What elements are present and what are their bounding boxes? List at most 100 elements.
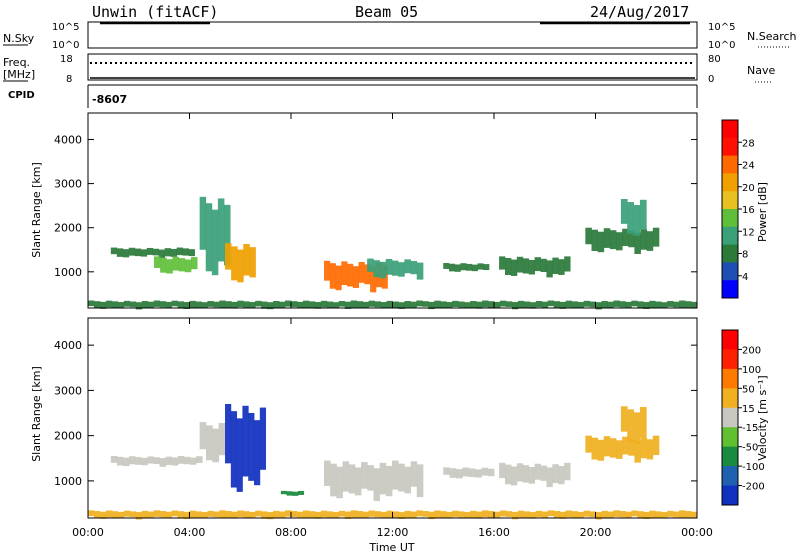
velocity-data-cell xyxy=(609,438,617,458)
velocity-data-cell xyxy=(141,510,149,518)
x-axis: 00:00 04:00 08:00 12:00 16:00 20:00 00:00 xyxy=(72,113,713,539)
velocity-data-cell xyxy=(308,511,316,519)
velocity-data-cell xyxy=(476,511,483,519)
power-data-cell xyxy=(291,301,298,308)
velocity-data-cell xyxy=(123,457,130,467)
velocity-data-cell xyxy=(354,467,362,496)
power-data-cell xyxy=(547,300,555,307)
power-data-cell xyxy=(541,301,549,308)
velocity-data-cell xyxy=(147,456,154,464)
power-data-cell xyxy=(237,300,244,308)
power-data-cell xyxy=(477,263,484,270)
velocity-colorbar: 200 100 50 15 -15 -50 -100 -200 xyxy=(721,329,765,506)
power-data-cell xyxy=(631,300,638,307)
station-title: Unwin (fitACF) xyxy=(92,3,218,21)
velocity-data-cell xyxy=(380,511,387,518)
velocity-colorbar-swatch xyxy=(722,330,738,350)
velocity-data-cell xyxy=(534,463,541,480)
power-data-cell xyxy=(178,258,186,272)
velocity-data-cell xyxy=(468,468,476,477)
power-data-cell xyxy=(634,232,641,254)
velocity-data-cell xyxy=(302,510,310,518)
velocity-data-cell xyxy=(667,510,674,517)
velocity-data-cell xyxy=(110,456,118,463)
power-data-cell xyxy=(522,258,530,274)
power-data-cell xyxy=(352,266,359,288)
power-data-cell xyxy=(535,301,543,308)
velocity-data-cell xyxy=(259,407,267,470)
velocity-data-cell xyxy=(655,511,662,518)
velocity-colorbar-swatch xyxy=(722,407,738,428)
power-data-cell xyxy=(571,301,578,308)
velocity-data-cell xyxy=(189,510,196,518)
cpid-value: -8607 xyxy=(92,93,127,106)
velocity-data-cell xyxy=(553,511,561,519)
velocity-data-cell xyxy=(652,435,660,456)
power-data-cell xyxy=(99,301,107,309)
velocity-data-cell xyxy=(129,456,136,465)
power-data-cell xyxy=(391,260,399,276)
velocity-data-cell xyxy=(386,510,393,519)
power-colorbar-tick-label: 24 xyxy=(742,161,755,172)
velocity-data-cell xyxy=(552,464,559,484)
velocity-y-tick-label: 4000 xyxy=(54,339,82,352)
velocity-data-cell xyxy=(236,418,243,492)
power-colorbar-swatch xyxy=(722,209,738,228)
freq-tick-top: 18 xyxy=(60,54,73,65)
power-data-cell xyxy=(540,258,547,273)
velocity-data-cell xyxy=(619,511,626,518)
power-data-cell xyxy=(201,302,208,309)
velocity-data-cell xyxy=(291,511,298,518)
power-data-cell xyxy=(529,302,537,309)
power-data-cell xyxy=(267,302,274,310)
power-data-cell xyxy=(367,258,374,272)
velocity-data-cell xyxy=(595,512,602,520)
velocity-data-cell xyxy=(279,511,286,519)
power-data-cell xyxy=(627,202,634,234)
power-data-cell xyxy=(122,249,130,258)
power-data-cell xyxy=(505,301,513,307)
power-data-cell xyxy=(93,301,101,309)
velocity-data-cell xyxy=(482,510,489,518)
power-data-cell xyxy=(565,300,573,308)
velocity-panel: 4000 3000 2000 1000 Slant Range [km] 200 100… xyxy=(30,317,769,520)
velocity-data-cell xyxy=(249,511,256,518)
velocity-data-cell xyxy=(639,407,647,438)
power-data-cell xyxy=(152,248,160,256)
power-data-cell xyxy=(374,301,381,308)
power-y-tick-label: 2000 xyxy=(54,222,82,235)
velocity-data-cell xyxy=(499,462,506,479)
power-data-cell xyxy=(404,301,411,308)
velocity-data-cell xyxy=(464,512,471,518)
power-data-cell xyxy=(380,302,387,308)
power-data-cell xyxy=(207,301,214,307)
velocity-data-cell xyxy=(230,411,238,488)
velocity-data-cell xyxy=(141,457,148,466)
power-data-cell xyxy=(619,301,626,308)
power-data-cell xyxy=(332,302,340,309)
power-y-tick-label: 4000 xyxy=(54,133,82,146)
velocity-data-cell xyxy=(571,511,578,518)
power-colorbar-tick-label: 12 xyxy=(742,227,755,238)
power-data-cell xyxy=(499,256,506,270)
velocity-data-cell xyxy=(255,510,262,517)
power-data-cell xyxy=(249,247,256,278)
velocity-data-cell xyxy=(640,437,648,459)
power-data-cell xyxy=(504,257,512,276)
power-data-cell xyxy=(279,301,286,309)
power-data-cell xyxy=(362,301,370,309)
velocity-data-cell xyxy=(488,511,495,518)
nave-tick-bottom: 0 xyxy=(708,74,714,85)
power-data-cell xyxy=(685,301,692,309)
power-data-cell xyxy=(370,266,377,293)
power-data-cell xyxy=(329,263,336,289)
velocity-data-cell xyxy=(123,510,131,517)
power-colorbar-swatch xyxy=(722,137,738,157)
velocity-data-cell xyxy=(199,422,207,450)
velocity-data-cell xyxy=(183,511,190,520)
power-data-cell xyxy=(679,300,686,308)
power-data-cell xyxy=(622,228,629,247)
velocity-data-cell xyxy=(434,510,441,518)
velocity-data-cell xyxy=(344,511,352,519)
velocity-data-cell xyxy=(111,511,119,518)
